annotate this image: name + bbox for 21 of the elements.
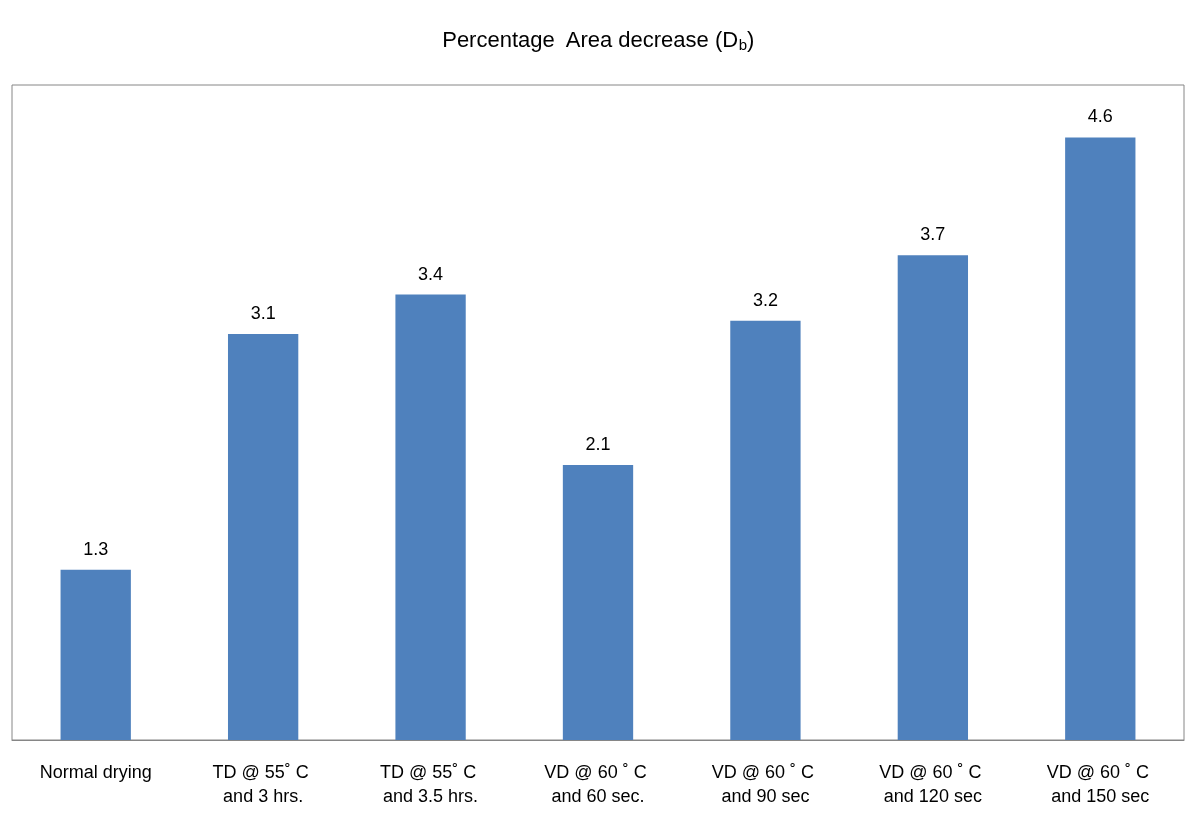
data-label: 3.7: [920, 224, 946, 245]
data-label: 3.2: [752, 289, 778, 310]
bar: [562, 464, 634, 740]
x-tick-label: VD @ 60 ˚ C and 150 sec: [1046, 762, 1154, 806]
data-label: 2.1: [585, 433, 611, 454]
x-tick-label: VD @ 60 ˚ C and 90 sec: [711, 762, 820, 806]
bar: [60, 569, 131, 740]
data-label: 4.6: [1087, 106, 1113, 127]
bar: [897, 255, 969, 740]
data-label: 3.1: [250, 302, 276, 323]
x-tick-label: TD @ 55˚ C and 3 hrs.: [212, 762, 314, 806]
bar: [1065, 137, 1136, 740]
bar: [730, 320, 801, 740]
x-tick-label: TD @ 55˚ C and 3.5 hrs.: [379, 762, 482, 806]
x-tick-label: Normal drying: [39, 762, 152, 782]
x-tick-label: VD @ 60 ˚ C and 120 sec: [879, 762, 987, 806]
data-label: 1.3: [83, 538, 109, 559]
data-label: 3.4: [418, 263, 444, 284]
bar: [227, 333, 299, 740]
bar: [395, 294, 466, 740]
x-tick-label: VD @ 60 ˚ C and 60 sec.: [544, 762, 652, 806]
